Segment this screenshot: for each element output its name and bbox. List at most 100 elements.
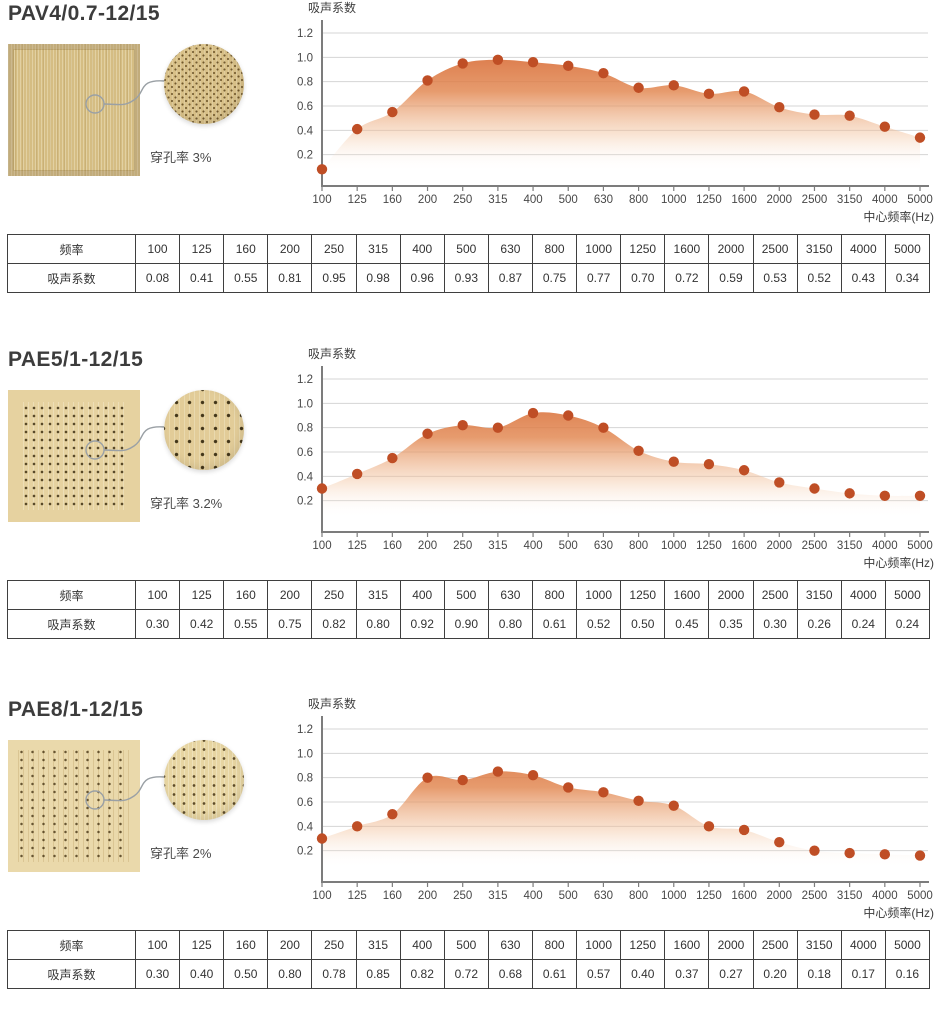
- coefficient-cell: 0.52: [796, 263, 842, 293]
- frequency-cell: 500: [443, 930, 489, 960]
- x-tick-label: 400: [523, 540, 542, 552]
- coefficient-cell: 0.52: [576, 609, 622, 639]
- coefficient-cell: 0.53: [752, 263, 798, 293]
- frequency-cell: 100: [134, 580, 181, 610]
- coefficient-cell: 0.68: [487, 959, 533, 989]
- data-point: [738, 465, 750, 476]
- table-row-label-frequency: 频率: [7, 930, 136, 960]
- frequency-cell: 3150: [796, 930, 842, 960]
- coefficient-cell: 0.30: [134, 959, 181, 989]
- frequency-cell: 315: [355, 234, 401, 264]
- frequency-cell: 100: [134, 234, 181, 264]
- frequency-cell: 200: [267, 580, 313, 610]
- data-point: [527, 407, 539, 419]
- data-point: [668, 800, 679, 811]
- data-point: [598, 67, 609, 79]
- x-tick-label: 4000: [872, 890, 898, 902]
- data-point: [457, 58, 468, 69]
- x-axis-title: 中心频率(Hz): [863, 905, 934, 920]
- frequency-cell: 4000: [840, 580, 886, 610]
- data-point: [563, 410, 574, 421]
- frequency-cell: 250: [311, 930, 357, 960]
- frequency-cell: 5000: [884, 930, 931, 960]
- coefficient-cell: 0.96: [399, 263, 445, 293]
- x-tick-label: 4000: [872, 194, 898, 206]
- table-row-label-frequency: 频率: [7, 234, 136, 264]
- data-point: [563, 782, 574, 793]
- frequency-cell: 250: [311, 234, 357, 264]
- x-tick-label: 125: [348, 194, 367, 206]
- coefficient-cell: 0.61: [531, 959, 578, 989]
- frequency-cell: 315: [355, 930, 401, 960]
- panel-detail-circle: [164, 44, 244, 124]
- frequency-cell: 800: [531, 580, 578, 610]
- x-tick-label: 630: [594, 194, 613, 206]
- chart-area-fill: [322, 59, 920, 186]
- coefficient-cell: 0.75: [267, 609, 313, 639]
- y-tick-label: 1.2: [297, 28, 313, 40]
- x-tick-label: 250: [453, 194, 472, 206]
- frequency-cell: 315: [355, 580, 401, 610]
- table-row-label-coefficient: 吸声系数: [7, 263, 136, 293]
- data-point: [457, 420, 468, 431]
- absorption-chart-svg: 100 125 160 200 250 315 400 500 630 800 1000 1250 16…: [297, 0, 934, 224]
- frequency-cell: 630: [487, 930, 533, 960]
- data-point: [703, 88, 715, 100]
- x-tick-label: 2500: [802, 194, 828, 206]
- x-tick-label: 400: [523, 890, 542, 902]
- data-point: [527, 57, 539, 68]
- x-tick-label: 3150: [837, 194, 863, 206]
- chart-area-fill: [322, 412, 920, 532]
- table-row-label-coefficient: 吸声系数: [7, 959, 136, 989]
- data-point: [351, 123, 363, 135]
- coefficient-cell: 0.92: [399, 609, 445, 639]
- frequency-cell: 1250: [620, 930, 666, 960]
- absorption-chart: 100 125 160 200 250 315 400 500 630 800 1000 1250 16…: [288, 696, 937, 926]
- frequency-cell: 500: [443, 234, 489, 264]
- x-tick-label: 315: [488, 540, 507, 552]
- frequency-cell: 160: [223, 930, 269, 960]
- coefficient-cell: 0.82: [399, 959, 445, 989]
- frequency-cell: 5000: [884, 234, 931, 264]
- x-tick-label: 5000: [907, 890, 933, 902]
- coefficient-cell: 0.40: [179, 959, 225, 989]
- product-section-2: PAE5/1-12/15 穿孔率 3.2% 100 125 160 200 250 315…: [0, 346, 937, 692]
- product-section-3: PAE8/1-12/15 穿孔率 2% 100 125 160 200 250 315 40…: [0, 696, 937, 1019]
- x-tick-label: 315: [488, 194, 507, 206]
- frequency-cell: 100: [134, 930, 181, 960]
- y-tick-label: 0.4: [297, 821, 314, 833]
- data-point: [316, 483, 328, 494]
- frequency-cell: 160: [223, 234, 269, 264]
- x-tick-label: 2500: [802, 890, 828, 902]
- frequency-cell: 2000: [708, 580, 754, 610]
- frequency-cell: 500: [443, 580, 489, 610]
- data-point: [422, 75, 433, 86]
- x-tick-label: 1600: [731, 540, 757, 552]
- product-title: PAE5/1-12/15: [8, 348, 144, 371]
- x-tick-label: 5000: [907, 540, 933, 552]
- y-tick-label: 0.8: [297, 77, 313, 89]
- y-tick-label: 0.6: [297, 797, 313, 809]
- frequency-cell: 200: [267, 234, 313, 264]
- coefficient-cell: 0.57: [576, 959, 622, 989]
- coefficient-cell: 0.35: [708, 609, 754, 639]
- y-tick-label: 1.0: [297, 748, 313, 760]
- data-point: [457, 774, 468, 786]
- data-point: [316, 833, 328, 844]
- coefficient-cell: 0.72: [443, 959, 489, 989]
- data-point: [914, 850, 926, 861]
- data-point: [809, 109, 820, 120]
- coefficient-cell: 0.18: [796, 959, 842, 989]
- x-tick-label: 1000: [661, 540, 687, 552]
- coefficient-cell: 0.41: [179, 263, 225, 293]
- coefficient-cell: 0.37: [664, 959, 710, 989]
- frequency-cell: 800: [531, 234, 578, 264]
- frequency-cell: 125: [179, 930, 225, 960]
- frequency-cell: 160: [223, 580, 269, 610]
- y-axis-title: 吸声系数: [308, 696, 356, 711]
- x-tick-label: 4000: [872, 540, 898, 552]
- data-point: [598, 787, 609, 798]
- frequency-cell: 3150: [796, 580, 842, 610]
- frequency-cell: 2000: [708, 930, 754, 960]
- y-tick-label: 0.2: [297, 496, 313, 508]
